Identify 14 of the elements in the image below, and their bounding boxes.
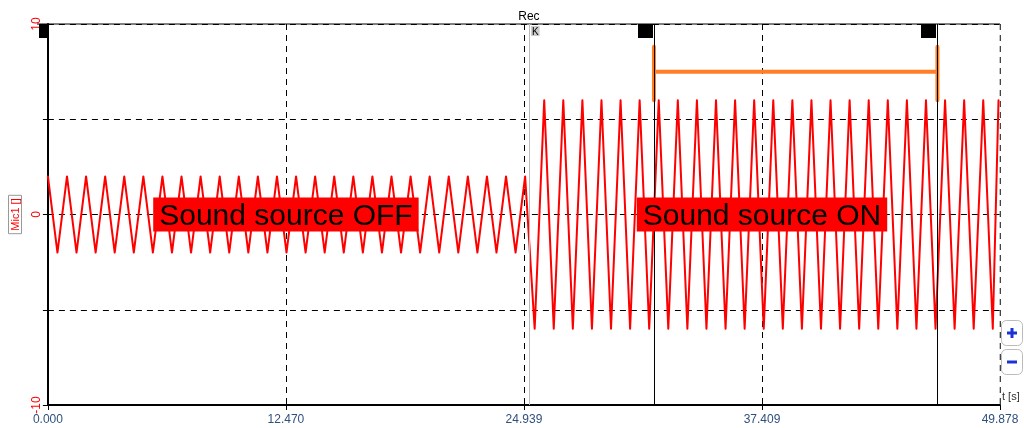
x-axis-title: t [s]	[1002, 389, 1020, 402]
annotation: Sound source ON	[642, 198, 882, 231]
y-axis-title: Mic1 []	[9, 198, 21, 231]
x-tick-label: 24.939	[505, 412, 543, 426]
x-tick-label: 12.470	[267, 412, 305, 426]
line-series	[46, 99, 1000, 330]
chart-title: Rec	[518, 9, 540, 23]
annotation: K	[531, 25, 539, 37]
y-tick-label: -10	[28, 396, 43, 414]
annotation: Sound source OFF	[159, 198, 413, 231]
x-tick-label: 49.878	[981, 412, 1019, 426]
x-tick-label: 0.000	[32, 412, 64, 426]
x-tick-label: 37.409	[743, 412, 781, 426]
y-tick-label: 0	[28, 210, 43, 218]
